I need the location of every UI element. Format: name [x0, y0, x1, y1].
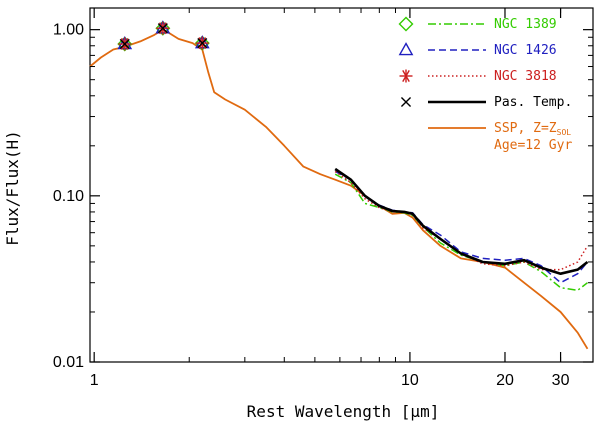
x-tick-label: 20	[496, 372, 514, 389]
plot-frame	[89, 7, 594, 363]
series-line-pas-temp-	[334, 167, 589, 275]
marker-layer	[117, 20, 210, 52]
x-tick-label: 30	[552, 372, 570, 389]
legend-symbol-x	[400, 96, 412, 108]
legend: NGC 1389 NGC 1426 NGC 3818 Pas. Temp. SSP, Z…	[398, 16, 572, 153]
legend-entry: NGC 1426	[398, 42, 557, 58]
y-axis-label: Flux/Flux(H)	[3, 130, 22, 246]
y-tick-label: 1.00	[53, 22, 84, 39]
x-axis-label: Rest Wavelength [μm]	[247, 402, 440, 421]
series-line-ngc-1389	[334, 173, 588, 292]
marker-x	[119, 38, 130, 50]
legend-label: SSP, Z=ZSOL	[494, 121, 571, 137]
marker-diamond	[117, 36, 133, 52]
x-tick-label: 10	[401, 372, 419, 389]
y-tick-label: 0.10	[53, 188, 84, 205]
legend-label: NGC 1389	[494, 17, 557, 32]
series-line-ngc-1426	[334, 170, 589, 284]
x-tick-label: 1	[90, 372, 99, 389]
legend-entry: Pas. Temp.	[400, 95, 572, 110]
legend-label: NGC 1426	[494, 43, 557, 58]
legend-symbol-asterisk	[399, 69, 413, 83]
legend-entry: NGC 1389	[398, 16, 557, 32]
tick-layer: 1 10 20 30 1.00 0.10 0.01	[53, 8, 593, 389]
legend-symbol-triangle	[398, 42, 414, 56]
legend-label: Pas. Temp.	[494, 95, 572, 110]
marker-x	[157, 23, 168, 34]
plot-frame-layer	[89, 7, 594, 363]
legend-entry: NGC 3818	[399, 69, 557, 84]
legend-label-line2: Age=12 Gyr	[494, 138, 572, 153]
legend-symbol-diamond	[398, 16, 414, 32]
marker-x	[197, 38, 208, 49]
y-tick-label: 0.01	[53, 354, 84, 371]
legend-label: NGC 3818	[494, 69, 557, 84]
legend-label-subscript: SOL	[557, 128, 572, 137]
